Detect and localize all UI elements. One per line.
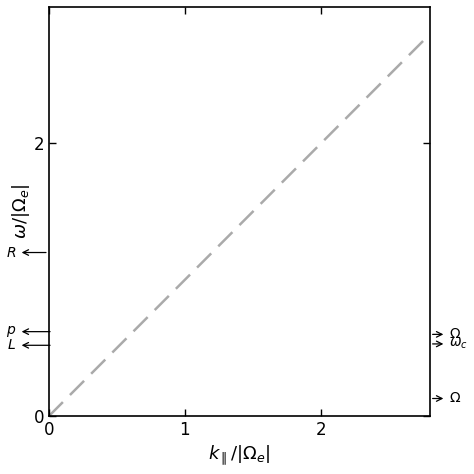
Text: $\Omega$: $\Omega$ — [449, 328, 461, 341]
Y-axis label: $\omega/|\Omega_e|$: $\omega/|\Omega_e|$ — [10, 184, 32, 239]
Text: $\Omega$: $\Omega$ — [449, 392, 461, 405]
Text: $R$: $R$ — [6, 246, 16, 260]
Text: $L$: $L$ — [7, 338, 16, 352]
Text: $p$: $p$ — [6, 324, 16, 339]
Text: $\omega_c$: $\omega_c$ — [449, 337, 468, 351]
X-axis label: $k_{\parallel}/|\Omega_e|$: $k_{\parallel}/|\Omega_e|$ — [208, 443, 270, 467]
